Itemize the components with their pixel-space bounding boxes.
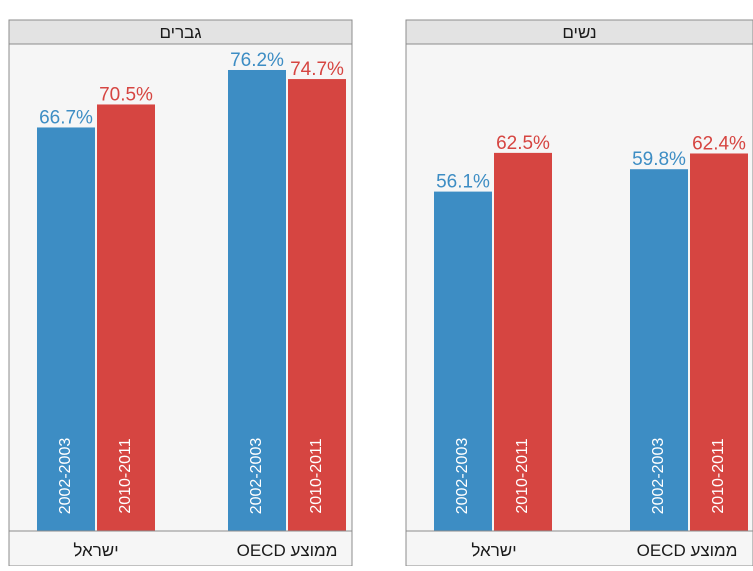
series-label-men-0-1: 2010-2011 (117, 438, 134, 513)
value-label-men-1-1: 74.7% (290, 59, 344, 80)
panel-women-category-label-1: ממוצע OECD (637, 541, 738, 560)
panel-women-header (405, 19, 753, 45)
series-label-men-0-0: 2002-2003 (57, 438, 74, 515)
bar-women-0-1 (494, 152, 552, 531)
bar-women-1-0 (630, 169, 688, 531)
bar-women-1-1 (690, 153, 748, 532)
bar-men-1-0 (228, 69, 286, 532)
panel-women-category-label-0: ישראל (471, 541, 516, 560)
value-label-women-0-1: 62.5% (496, 133, 550, 154)
value-label-men-0-0: 66.7% (39, 107, 93, 128)
panel-men-title: גברים (159, 23, 201, 42)
value-label-women-1-1: 62.4% (692, 133, 746, 154)
value-label-women-0-0: 56.1% (436, 172, 490, 193)
panel-men-category-label-1: ממוצע OECD (237, 541, 338, 560)
bar-men-0-0 (37, 127, 95, 531)
panel-women: נשים 56.1% 2002-2003 62.5% 2010-2011 59.8% 20… (405, 19, 753, 567)
series-label-women-1-1: 2010-2011 (710, 438, 727, 513)
value-label-men-0-1: 70.5% (99, 84, 153, 105)
series-label-men-1-1: 2010-2011 (308, 438, 325, 513)
series-label-men-1-0: 2002-2003 (248, 438, 265, 515)
panel-men-category-label-0: ישראל (73, 541, 118, 560)
series-label-women-0-0: 2002-2003 (454, 438, 471, 515)
panel-men-header (8, 19, 353, 45)
series-label-women-0-1: 2010-2011 (514, 438, 531, 513)
value-label-men-1-0: 76.2% (230, 50, 284, 71)
panel-women-bars: 56.1% 2002-2003 62.5% 2010-2011 59.8% 2002-20… (434, 133, 748, 532)
panel-men: גברים 66.7% 2002-2003 70.5% 2010-2011 76.2% 2… (8, 19, 353, 567)
value-label-women-1-0: 59.8% (632, 149, 686, 170)
series-label-women-1-0: 2002-2003 (650, 438, 667, 515)
bar-men-0-1 (97, 104, 155, 531)
bar-women-0-0 (434, 191, 492, 531)
bar-men-1-1 (288, 79, 346, 531)
panel-men-bars: 66.7% 2002-2003 70.5% 2010-2011 76.2% 2002-20… (37, 50, 346, 532)
panel-women-title: נשים (562, 23, 596, 42)
